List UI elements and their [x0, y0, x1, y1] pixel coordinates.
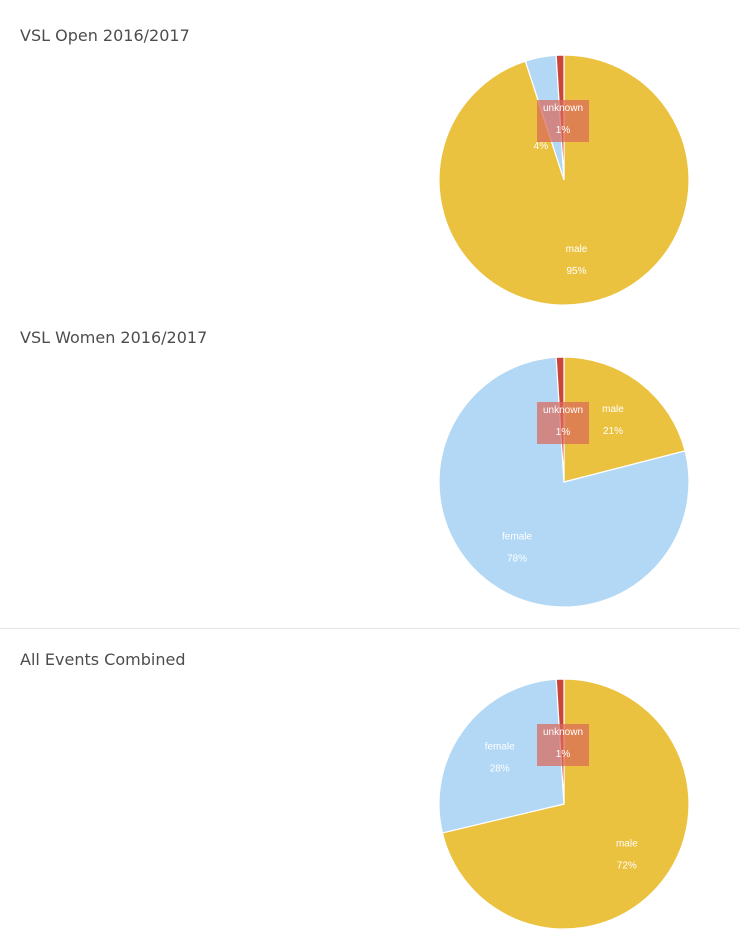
pie-chart-vsl-open: male 95% 4% unknown 1%	[438, 54, 690, 306]
slice-value-label: 1%	[556, 427, 571, 438]
chart-title: All Events Combined	[20, 650, 186, 669]
pie-slice-female	[438, 678, 565, 834]
slice-value-label: 1%	[556, 749, 571, 760]
pie-slice-male	[441, 678, 690, 930]
slice-label: male	[566, 244, 588, 255]
slice-label-box	[537, 724, 589, 766]
slice-label: male	[616, 839, 638, 850]
slice-label: female	[485, 741, 515, 752]
pie-chart-vsl-women: male 21% female 78% unknown 1%	[438, 356, 690, 608]
slice-value-label: 21%	[603, 426, 623, 437]
slice-label: unknown	[543, 405, 583, 416]
pie-slice-male	[563, 356, 686, 483]
slice-label-box	[537, 402, 589, 444]
pie-slice-female	[438, 356, 690, 608]
slice-value-label: 78%	[507, 554, 527, 565]
slice-value-label: 95%	[566, 266, 586, 277]
slice-value-label: 1%	[556, 125, 571, 136]
section-divider	[0, 628, 740, 629]
slice-label: unknown	[543, 727, 583, 738]
slice-label: female	[502, 532, 532, 543]
slice-label-box	[537, 100, 589, 142]
slice-value-label: 72%	[617, 861, 637, 872]
slice-label: unknown	[543, 103, 583, 114]
slice-value-label: 4%	[534, 141, 549, 152]
slice-label: male	[602, 404, 624, 415]
chart-title: VSL Women 2016/2017	[20, 328, 208, 347]
slice-value-label: 28%	[490, 763, 510, 774]
pie-chart-all-events: male 72% female 28% unknown 1%	[438, 678, 690, 930]
chart-title: VSL Open 2016/2017	[20, 26, 190, 45]
